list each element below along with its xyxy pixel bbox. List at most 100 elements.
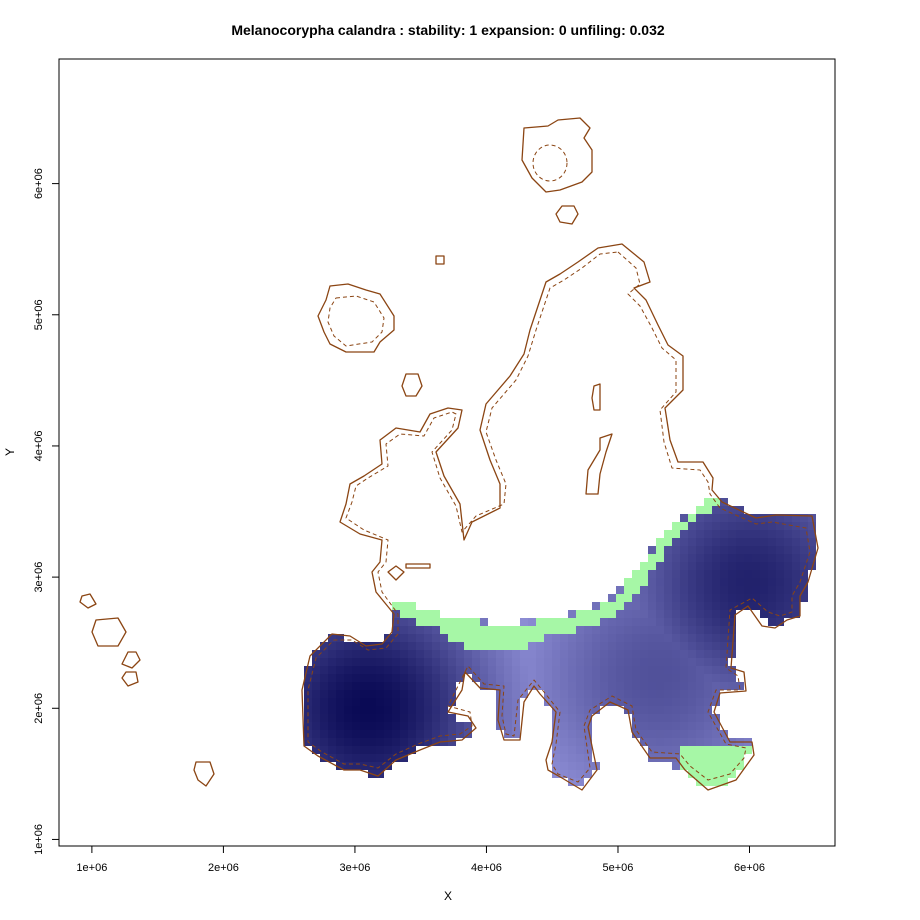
raster-cell	[480, 626, 488, 634]
raster-cell	[320, 738, 328, 746]
raster-cell	[312, 690, 320, 698]
raster-cell	[448, 642, 456, 650]
raster-cell	[352, 746, 360, 754]
raster-cell	[712, 650, 720, 658]
raster-cell	[520, 642, 528, 650]
raster-cell	[744, 570, 752, 578]
raster-cell	[800, 514, 808, 522]
raster-cell	[416, 706, 424, 714]
raster-cell	[728, 530, 736, 538]
raster-cell	[384, 682, 392, 690]
raster-cell	[696, 674, 704, 682]
raster-cell	[688, 642, 696, 650]
raster-cell	[704, 706, 712, 714]
raster-cell	[592, 658, 600, 666]
raster-cell	[624, 698, 632, 706]
raster-cell	[376, 706, 384, 714]
raster-cell	[424, 666, 432, 674]
raster-cell	[800, 594, 808, 602]
raster-cell	[392, 626, 400, 634]
raster-cell	[400, 650, 408, 658]
coastline-iceland	[317, 283, 395, 353]
raster-cell	[456, 658, 464, 666]
raster-cell	[432, 690, 440, 698]
x-tick-label: 3e+06	[339, 862, 370, 874]
raster-cell	[496, 626, 504, 634]
raster-cell	[320, 746, 328, 754]
y-tick-label: 3e+06	[33, 562, 45, 593]
raster-cell	[408, 674, 416, 682]
raster-cell	[440, 634, 448, 642]
raster-cell	[448, 698, 456, 706]
raster-cell	[416, 714, 424, 722]
raster-cell	[648, 586, 656, 594]
raster-cell	[720, 562, 728, 570]
y-tick-label: 4e+06	[33, 430, 45, 461]
raster-cell	[768, 538, 776, 546]
raster-cell	[696, 522, 704, 530]
raster-cell	[496, 674, 504, 682]
raster-cell	[704, 514, 712, 522]
raster-cell	[480, 666, 488, 674]
raster-cell	[648, 674, 656, 682]
raster-cell	[336, 682, 344, 690]
raster-cell	[400, 746, 408, 754]
raster-cell	[704, 682, 712, 690]
raster-cell	[712, 754, 720, 762]
raster-cell	[448, 650, 456, 658]
raster-cell	[560, 762, 568, 770]
raster-cell	[664, 562, 672, 570]
raster-cell	[704, 530, 712, 538]
raster-cell	[680, 546, 688, 554]
raster-cell	[712, 618, 720, 626]
raster-cell	[440, 682, 448, 690]
raster-cell	[408, 610, 416, 618]
raster-cell	[400, 602, 408, 610]
raster-cell	[480, 658, 488, 666]
raster-cell	[344, 714, 352, 722]
raster-cell	[504, 698, 512, 706]
raster-cell	[568, 618, 576, 626]
raster-cell	[496, 634, 504, 642]
raster-cell	[696, 570, 704, 578]
raster-cell	[680, 514, 688, 522]
raster-cell	[336, 706, 344, 714]
raster-cell	[520, 650, 528, 658]
raster-cell	[728, 594, 736, 602]
raster-cell	[376, 690, 384, 698]
raster-cell	[648, 722, 656, 730]
raster-cell	[424, 618, 432, 626]
raster-cell	[736, 530, 744, 538]
raster-cell	[376, 714, 384, 722]
raster-cell	[784, 530, 792, 538]
raster-cell	[560, 634, 568, 642]
raster-cell	[608, 690, 616, 698]
raster-cell	[584, 714, 592, 722]
raster-cell	[656, 746, 664, 754]
raster-cell	[600, 642, 608, 650]
raster-cell	[808, 546, 816, 554]
raster-cell	[344, 666, 352, 674]
raster-cell	[312, 666, 320, 674]
raster-cell	[392, 674, 400, 682]
raster-cell	[480, 682, 488, 690]
raster-cell	[680, 682, 688, 690]
raster-cell	[456, 666, 464, 674]
raster-cell	[592, 706, 600, 714]
raster-cell	[352, 642, 360, 650]
raster-cell	[672, 586, 680, 594]
range-raster	[304, 498, 816, 786]
raster-cell	[576, 698, 584, 706]
raster-cell	[328, 730, 336, 738]
raster-cell	[352, 714, 360, 722]
raster-cell	[544, 618, 552, 626]
raster-cell	[664, 650, 672, 658]
raster-cell	[464, 658, 472, 666]
raster-cell	[712, 498, 720, 506]
raster-cell	[664, 642, 672, 650]
coastline-madeira	[193, 761, 215, 787]
raster-cell	[616, 674, 624, 682]
coastline-svalbard-inner	[532, 144, 568, 182]
raster-cell	[720, 538, 728, 546]
raster-cell	[544, 674, 552, 682]
